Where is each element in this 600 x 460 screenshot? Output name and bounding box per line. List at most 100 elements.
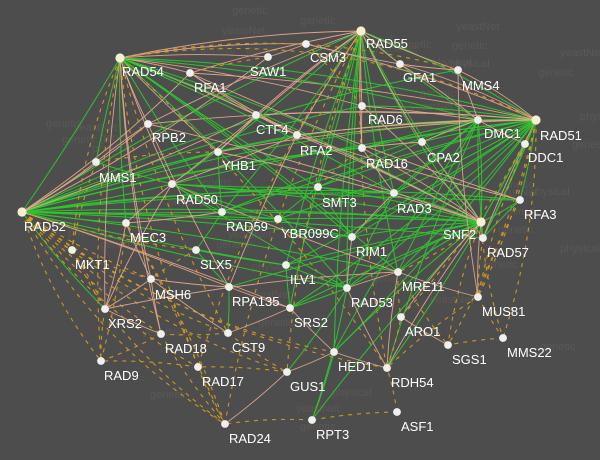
graph-node[interactable] bbox=[192, 246, 200, 254]
node-label: CTF4 bbox=[256, 122, 289, 137]
graph-node[interactable] bbox=[225, 283, 233, 291]
watermark-text: genetic bbox=[420, 88, 456, 100]
graph-node[interactable] bbox=[330, 348, 338, 356]
edge-gen bbox=[285, 30, 362, 266]
graph-node[interactable] bbox=[479, 234, 487, 242]
edge-gen bbox=[119, 57, 479, 121]
graph-node[interactable] bbox=[397, 313, 405, 321]
edge-gen bbox=[221, 119, 479, 213]
edge-phys bbox=[228, 134, 298, 288]
edge-phys bbox=[386, 271, 399, 369]
graph-node[interactable] bbox=[194, 363, 202, 371]
graph-node[interactable] bbox=[308, 416, 316, 424]
edge-phys bbox=[147, 30, 362, 125]
graph-node[interactable] bbox=[274, 215, 282, 223]
graph-node[interactable] bbox=[144, 120, 152, 128]
edge-phys bbox=[227, 307, 291, 334]
graph-node[interactable] bbox=[17, 207, 27, 217]
edge-phys bbox=[346, 236, 353, 289]
graph-node[interactable] bbox=[282, 261, 290, 269]
graph-node[interactable] bbox=[531, 115, 541, 125]
edge-yn bbox=[21, 211, 288, 373]
edge-phys bbox=[104, 308, 162, 335]
graph-node[interactable] bbox=[115, 53, 125, 63]
edge-gen bbox=[95, 57, 121, 163]
graph-node[interactable] bbox=[214, 148, 222, 156]
graph-node[interactable] bbox=[101, 305, 109, 313]
watermark-text: yeastNet bbox=[430, 294, 473, 306]
node-label: ASF1 bbox=[401, 419, 434, 434]
edge-yn bbox=[21, 211, 199, 368]
watermark-text: genetic bbox=[572, 139, 600, 151]
edge-phys bbox=[125, 222, 152, 280]
watermark-text: yeastNet bbox=[74, 122, 117, 134]
edge-yn bbox=[119, 42, 459, 71]
graph-node[interactable] bbox=[168, 180, 176, 188]
graph-node[interactable] bbox=[343, 284, 351, 292]
graph-node[interactable] bbox=[454, 66, 462, 74]
graph-node[interactable] bbox=[474, 116, 482, 124]
graph-node[interactable] bbox=[521, 140, 529, 148]
graph-node[interactable] bbox=[68, 246, 76, 254]
edge-yn bbox=[21, 211, 152, 280]
graph-node[interactable] bbox=[97, 357, 105, 365]
graph-node[interactable] bbox=[221, 420, 229, 428]
edge-phys bbox=[400, 316, 449, 346]
edge-phys bbox=[228, 286, 291, 309]
graph-node[interactable] bbox=[476, 217, 486, 227]
node-label: SMT3 bbox=[322, 195, 357, 210]
graph-node[interactable] bbox=[252, 111, 260, 119]
node-label: RAD3 bbox=[397, 201, 432, 216]
edge-gen bbox=[317, 186, 482, 223]
graph-node[interactable] bbox=[348, 233, 356, 241]
graph-node[interactable] bbox=[444, 341, 452, 349]
node-layer[interactable] bbox=[17, 26, 541, 428]
graph-node[interactable] bbox=[474, 293, 482, 301]
graph-node[interactable] bbox=[224, 329, 232, 337]
graph-node[interactable] bbox=[283, 368, 291, 376]
graph-node[interactable] bbox=[314, 183, 322, 191]
graph-node[interactable] bbox=[147, 275, 155, 283]
node-label: CST9 bbox=[232, 340, 265, 355]
graph-node[interactable] bbox=[383, 364, 391, 372]
graph-node[interactable] bbox=[396, 60, 404, 68]
graph-node[interactable] bbox=[186, 69, 194, 77]
graph-node[interactable] bbox=[358, 102, 366, 110]
graph-node[interactable] bbox=[218, 208, 226, 216]
edge-phys bbox=[399, 63, 479, 121]
edge-gen bbox=[21, 211, 353, 238]
watermark-text: genetic bbox=[300, 421, 336, 433]
graph-node[interactable] bbox=[264, 53, 272, 61]
edge-phys bbox=[397, 271, 479, 298]
node-label: SGS1 bbox=[452, 352, 487, 367]
watermark-text: yeastNet bbox=[222, 25, 265, 37]
edge-gen bbox=[317, 186, 353, 238]
edge-phys bbox=[477, 221, 482, 298]
edge-phys bbox=[217, 114, 257, 153]
graph-node[interactable] bbox=[302, 40, 310, 48]
edge-phys bbox=[255, 114, 482, 223]
graph-node[interactable] bbox=[293, 131, 301, 139]
graph-node[interactable] bbox=[390, 189, 398, 197]
edge-phys bbox=[217, 119, 537, 153]
graph-node[interactable] bbox=[516, 196, 524, 204]
graph-node[interactable] bbox=[394, 268, 402, 276]
graph-node[interactable] bbox=[393, 408, 401, 416]
node-label: HED1 bbox=[338, 359, 373, 374]
graph-node[interactable] bbox=[122, 219, 130, 227]
graph-node[interactable] bbox=[157, 330, 165, 338]
edge-phys bbox=[171, 183, 399, 273]
graph-node[interactable] bbox=[286, 304, 294, 312]
graph-node[interactable] bbox=[418, 138, 426, 146]
graph-node[interactable] bbox=[92, 158, 100, 166]
watermark-text: physical bbox=[560, 243, 600, 255]
edge-yn bbox=[305, 43, 363, 107]
graph-node[interactable] bbox=[499, 334, 507, 342]
edge-phys bbox=[361, 147, 482, 223]
edge-gen bbox=[228, 221, 482, 288]
graph-node[interactable] bbox=[358, 144, 366, 152]
edge-yn bbox=[100, 308, 106, 362]
graph-node[interactable] bbox=[356, 26, 366, 36]
